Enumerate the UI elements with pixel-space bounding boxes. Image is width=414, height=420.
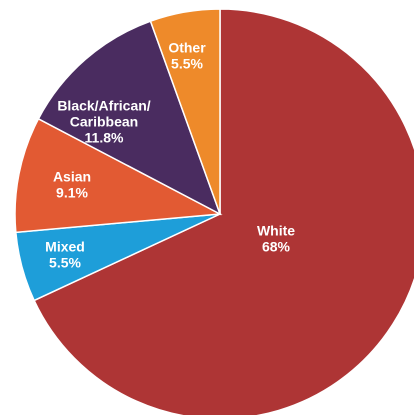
slice-category-label: White	[257, 223, 295, 239]
slice-category-label: Mixed	[45, 239, 85, 255]
slice-value-label: 9.1%	[56, 185, 88, 201]
pie-slice-black-african-caribbean	[37, 20, 222, 216]
slice-category-label: Asian	[53, 169, 91, 185]
pie-slice-white	[33, 8, 414, 420]
pie-slices	[14, 8, 414, 420]
slice-category-label: Caribbean	[70, 114, 138, 130]
slice-label-mixed: Mixed 5.5%	[45, 239, 85, 271]
slice-value-label: 11.8%	[85, 130, 124, 146]
slice-value-label: 68%	[262, 239, 291, 255]
slice-category-label: Other	[168, 40, 206, 56]
slice-label-asian: Asian 9.1%	[53, 169, 91, 201]
slice-label-black-african-caribbean: Black/African/Caribbean 11.8%	[57, 98, 150, 146]
pie-labels: White 68%Mixed 5.5%Asian 9.1%Black/African/…	[45, 40, 295, 271]
slice-value-label: 5.5%	[49, 255, 81, 271]
slice-label-other: Other 5.5%	[168, 40, 206, 72]
pie-slice-asian	[14, 117, 223, 234]
slice-label-white: White 68%	[257, 223, 295, 255]
slice-category-label: Black/African/	[57, 98, 150, 114]
pie-slice-other	[149, 8, 221, 215]
slice-value-label: 5.5%	[171, 56, 203, 72]
